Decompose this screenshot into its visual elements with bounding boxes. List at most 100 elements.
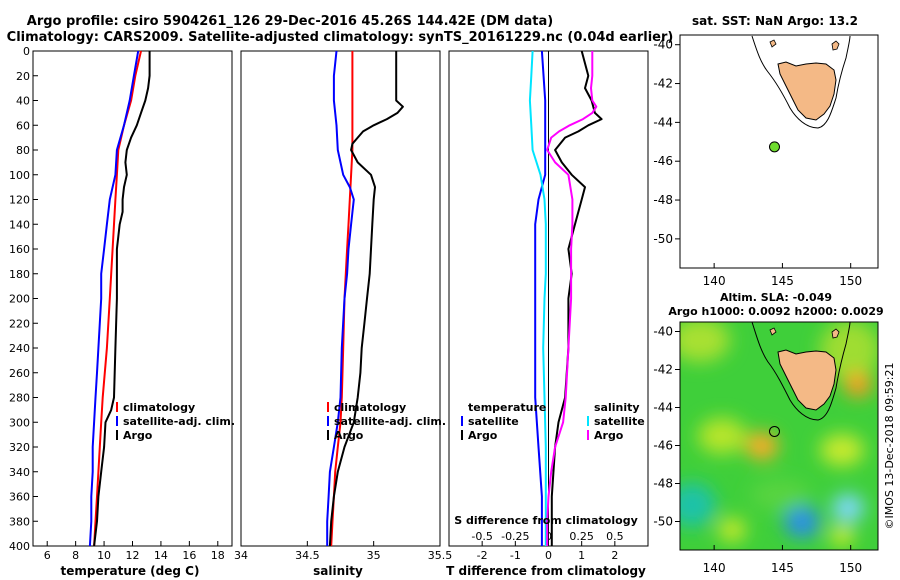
- sla-blob: [680, 322, 730, 362]
- legend-label-s-satellite: satellite: [594, 415, 645, 428]
- figure-title-line2: Climatology: CARS2009. Satellite-adjuste…: [7, 30, 674, 45]
- flinders-island: [831, 328, 840, 339]
- t-difference-tick-label: 0: [545, 549, 552, 562]
- sla-blob: [746, 432, 778, 460]
- s-difference-tick-label: 0.5: [606, 530, 624, 543]
- longitude-tick-label: 150: [839, 274, 862, 288]
- depth-tick-label: 60: [16, 119, 30, 132]
- temperature-tick-label: 6: [44, 549, 51, 562]
- salinity-axes-box: [240, 50, 441, 547]
- legend-label-t-satellite: satellite: [468, 415, 519, 428]
- legend-label-satellite: satellite-adj. clim.: [334, 415, 446, 428]
- sst-map-panel: sat. SST: NaN Argo: 13.2 140 145 150 -40 -42…: [653, 14, 879, 288]
- depth-tick-label: 40: [16, 95, 30, 108]
- temperature-legend: climatology satellite-adj. clim. Argo: [116, 401, 235, 442]
- salinity-legend: climatology satellite-adj. clim. Argo: [327, 401, 446, 442]
- latitude-tick-label: -46: [653, 154, 673, 168]
- legend-label-climatology: climatology: [334, 401, 406, 414]
- t-difference-xlabel: T difference from climatology: [446, 564, 646, 578]
- legend-label-argo: Argo: [334, 429, 364, 442]
- temperature-axes-box: [32, 50, 233, 547]
- depth-tick-label: 240: [9, 342, 30, 355]
- continental-shelf-outline: [751, 322, 851, 421]
- tasmania-landmass: [777, 349, 837, 411]
- series-line-s-argo: [546, 51, 598, 546]
- salinity-xlabel: salinity: [313, 564, 363, 578]
- temperature-xlabel: temperature (deg C): [61, 564, 200, 578]
- figure-title-line1: Argo profile: csiro 5904261_126 29-Dec-2…: [27, 14, 553, 29]
- sla-blob: [784, 506, 820, 538]
- t-difference-tick-label: -2: [477, 549, 488, 562]
- sst-map-title: sat. SST: NaN Argo: 13.2: [692, 14, 858, 28]
- depth-tick-label: 260: [9, 367, 30, 380]
- king-island: [769, 39, 777, 48]
- latitude-tick-label: -48: [653, 477, 673, 491]
- longitude-tick-label: 150: [839, 561, 862, 575]
- depth-tick-label: 360: [9, 491, 30, 504]
- latitude-tick-label: -50: [653, 515, 673, 529]
- legend-label-climatology: climatology: [123, 401, 195, 414]
- latitude-tick-label: -42: [653, 363, 673, 377]
- temperature-tick-label: 16: [182, 549, 196, 562]
- depth-tick-label: 100: [9, 169, 30, 182]
- legend-label-argo: Argo: [123, 429, 153, 442]
- depth-tick-label: 20: [16, 70, 30, 83]
- depth-tick-label: 340: [9, 466, 30, 479]
- s-difference-tick-label: 0: [545, 530, 552, 543]
- argo-float-position: [768, 425, 780, 437]
- s-difference-label: S difference from climatology: [454, 514, 638, 527]
- series-line-satellite-adj-clim-: [88, 50, 140, 547]
- sla-blob: [698, 418, 746, 454]
- longitude-tick-label: 140: [703, 274, 726, 288]
- depth-axis: 0 20 40 60 80 100 120 140 160 180 200 220 240 260 280 3…: [9, 45, 454, 553]
- s-difference-tick-label: 0.25: [569, 530, 594, 543]
- sst-map-frame: [679, 34, 879, 269]
- temperature-tick-label: 18: [211, 549, 225, 562]
- depth-tick-label: 380: [9, 515, 30, 528]
- sla-map-title: Altim. SLA: -0.049: [720, 291, 832, 304]
- sst-map-axes: 140 145 150 -40 -42 -44 -46 -48 -50: [653, 38, 862, 288]
- temperature-tick-label: 10: [97, 549, 111, 562]
- depth-tick-label: 220: [9, 317, 30, 330]
- latitude-tick-label: -40: [653, 38, 673, 52]
- depth-tick-label: 120: [9, 194, 30, 207]
- salinity-axis: 34 34.5 35 35.5: [234, 541, 452, 562]
- latitude-tick-label: -44: [653, 401, 673, 415]
- sla-map-axes: 140 145 150 -40 -42 -44 -46 -48 -50: [653, 325, 862, 576]
- continental-shelf-outline: [751, 35, 851, 129]
- s-difference-axis: -0.5 -0.25 0 0.25 0.5: [471, 530, 623, 543]
- legend-label-s-argo: Argo: [594, 429, 624, 442]
- latitude-tick-label: -40: [653, 325, 673, 339]
- salinity-tick-label: 35: [367, 549, 381, 562]
- legend-heading-salinity: salinity: [594, 401, 640, 414]
- sla-blob: [832, 494, 864, 522]
- longitude-tick-label: 145: [771, 561, 794, 575]
- difference-legend-temperature: temperature satellite Argo: [461, 401, 546, 442]
- tasmania-landmass: [777, 61, 837, 121]
- depth-tick-label: 320: [9, 441, 30, 454]
- temperature-tick-label: 8: [72, 549, 79, 562]
- depth-tick-label: 140: [9, 218, 30, 231]
- sla-blob: [680, 483, 716, 527]
- t-difference-axis: -2 -1 0 1 2: [477, 541, 618, 562]
- longitude-tick-label: 140: [703, 561, 726, 575]
- latitude-tick-label: -50: [653, 232, 673, 246]
- salinity-tick-label: 34: [234, 549, 248, 562]
- sla-map-panel: Altim. SLA: -0.049 Argo h1000: 0.0092 h2…: [653, 291, 883, 575]
- king-island: [769, 327, 777, 336]
- latitude-tick-label: -48: [653, 193, 673, 207]
- temperature-tick-label: 14: [154, 549, 168, 562]
- s-difference-tick-label: -0.5: [471, 530, 492, 543]
- difference-legend-salinity: salinity satellite Argo: [587, 401, 645, 442]
- legend-heading-temperature: temperature: [468, 401, 546, 414]
- difference-series: [528, 50, 603, 546]
- temperature-series: [88, 50, 151, 547]
- depth-tick-label: 80: [16, 144, 30, 157]
- sla-blob: [830, 526, 854, 546]
- depth-tick-label: 400: [9, 540, 30, 553]
- t-difference-tick-label: 2: [611, 549, 618, 562]
- latitude-tick-label: -42: [653, 77, 673, 91]
- series-line-t-satellite: [534, 50, 547, 546]
- depth-tick-label: 0: [23, 45, 30, 58]
- flinders-island: [831, 40, 840, 51]
